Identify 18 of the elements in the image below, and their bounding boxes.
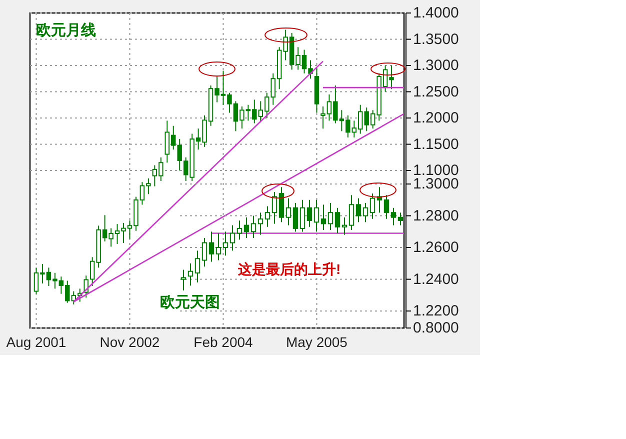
y-tick-label: 1.3500 <box>413 30 459 48</box>
y-tick-label: 1.3000 <box>413 57 459 74</box>
y-tick-label: 1.1500 <box>413 136 459 153</box>
annotation: 欧元天图 <box>160 294 220 311</box>
y-tick-label: 1.4000 <box>413 4 459 22</box>
x-tick-label: May 2005 <box>286 334 348 350</box>
y-tick-label: 1.2600 <box>413 239 459 256</box>
annotation: 这是最后的上升! <box>237 261 341 277</box>
x-tick-label: Aug 2001 <box>6 334 66 350</box>
text: 欧元月线 <box>36 22 96 39</box>
y-tick-label: 1.2800 <box>413 207 459 224</box>
y-tick-label: 0.8000 <box>413 320 459 336</box>
y-tick-label: 1.2500 <box>413 83 459 100</box>
x-tick-label: Feb 2004 <box>194 334 254 350</box>
x-tick-label: Nov 2002 <box>100 334 160 350</box>
y-tick-label: 1.2400 <box>413 270 459 288</box>
y-tick-label: 1.2200 <box>413 302 459 320</box>
y-tick-label: 1.2000 <box>413 110 459 126</box>
